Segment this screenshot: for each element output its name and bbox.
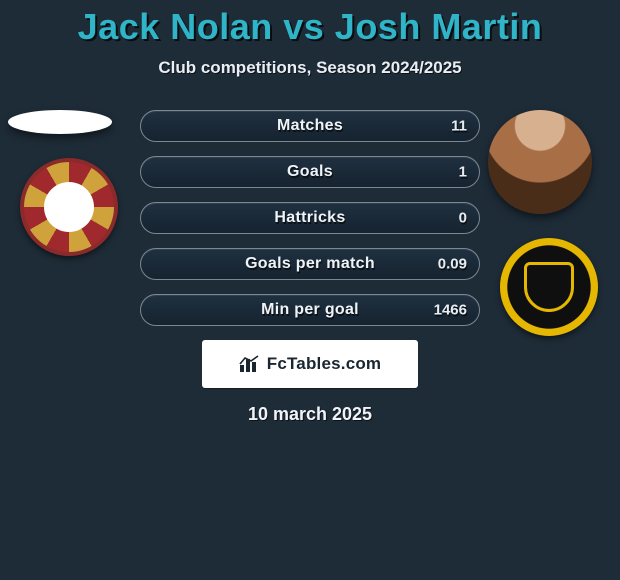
brand-box: FcTables.com (202, 340, 418, 388)
comparison-subtitle: Club competitions, Season 2024/2025 (0, 58, 620, 78)
stat-label: Matches (141, 117, 479, 135)
comparison-title: Jack Nolan vs Josh Martin (0, 6, 620, 48)
stat-label: Min per goal (141, 301, 479, 319)
stat-value-right: 1 (459, 164, 467, 181)
stat-row-goals-per-match: Goals per match 0.09 (140, 248, 480, 280)
brand-text: FcTables.com (267, 354, 382, 374)
player-left-avatar (8, 110, 112, 134)
stat-rows: Matches 11 Goals 1 Hattricks 0 Goals per… (140, 110, 480, 326)
stat-value-right: 1466 (434, 302, 467, 319)
bar-chart-icon (239, 355, 261, 373)
comparison-stage: Matches 11 Goals 1 Hattricks 0 Goals per… (0, 110, 620, 425)
stat-row-matches: Matches 11 (140, 110, 480, 142)
comparison-date: 10 march 2025 (0, 404, 620, 425)
club-crest-right (500, 238, 598, 336)
stat-value-right: 11 (451, 118, 467, 135)
stat-row-goals: Goals 1 (140, 156, 480, 188)
stat-value-right: 0 (459, 210, 467, 227)
stat-label: Goals (141, 163, 479, 181)
stat-label: Hattricks (141, 209, 479, 227)
stat-row-min-per-goal: Min per goal 1466 (140, 294, 480, 326)
player-right-avatar (488, 110, 592, 214)
stat-value-right: 0.09 (438, 256, 467, 273)
club-crest-left (20, 158, 118, 256)
stat-row-hattricks: Hattricks 0 (140, 202, 480, 234)
stat-label: Goals per match (141, 255, 479, 273)
